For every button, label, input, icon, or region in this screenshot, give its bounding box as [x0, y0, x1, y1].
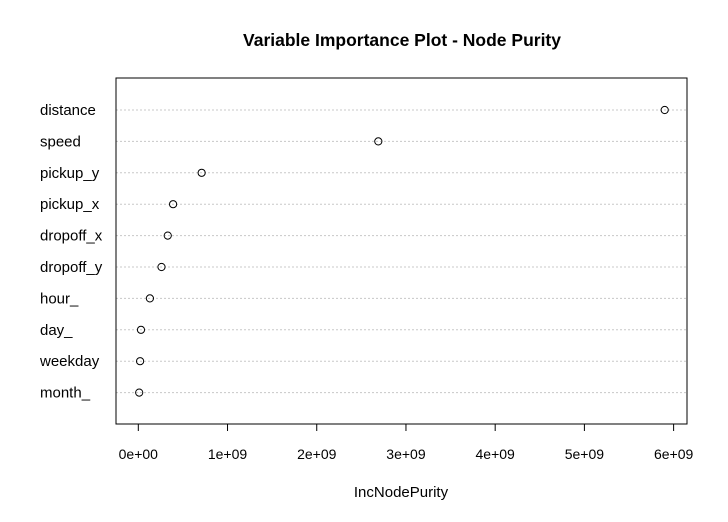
plot-frame	[115, 77, 688, 425]
variable-label: pickup_y	[40, 165, 100, 182]
x-tick-label: 1e+09	[208, 446, 248, 462]
data-point	[374, 137, 383, 146]
x-axis-title: IncNodePurity	[354, 484, 449, 501]
variable-label: pickup_x	[40, 196, 100, 213]
x-tick-label: 3e+09	[386, 446, 426, 462]
data-point	[135, 388, 144, 397]
variable-label: month_	[40, 385, 91, 402]
x-tick-label: 2e+09	[297, 446, 337, 462]
data-point	[136, 325, 146, 334]
variable-label: distance	[40, 102, 96, 119]
variable-label: hour_	[40, 290, 79, 307]
variable-label: day_	[40, 322, 73, 339]
data-point	[163, 231, 172, 240]
data-point	[169, 200, 178, 209]
data-point	[660, 105, 669, 115]
x-tick-label: 0e+00	[119, 446, 159, 462]
variable-label: dropoff_y	[40, 259, 103, 276]
chart-title: Variable Importance Plot - Node Purity	[243, 30, 561, 50]
data-point	[145, 294, 155, 303]
x-tick-label: 6e+09	[654, 446, 694, 462]
variable-label: dropoff_x	[40, 228, 103, 245]
data-point	[197, 168, 206, 177]
x-tick-label: 4e+09	[476, 446, 516, 462]
x-tick-label: 5e+09	[565, 446, 605, 462]
variable-label: speed	[40, 133, 81, 150]
data-point	[157, 262, 166, 272]
variable-label: weekday	[39, 353, 100, 370]
data-point	[135, 357, 145, 366]
